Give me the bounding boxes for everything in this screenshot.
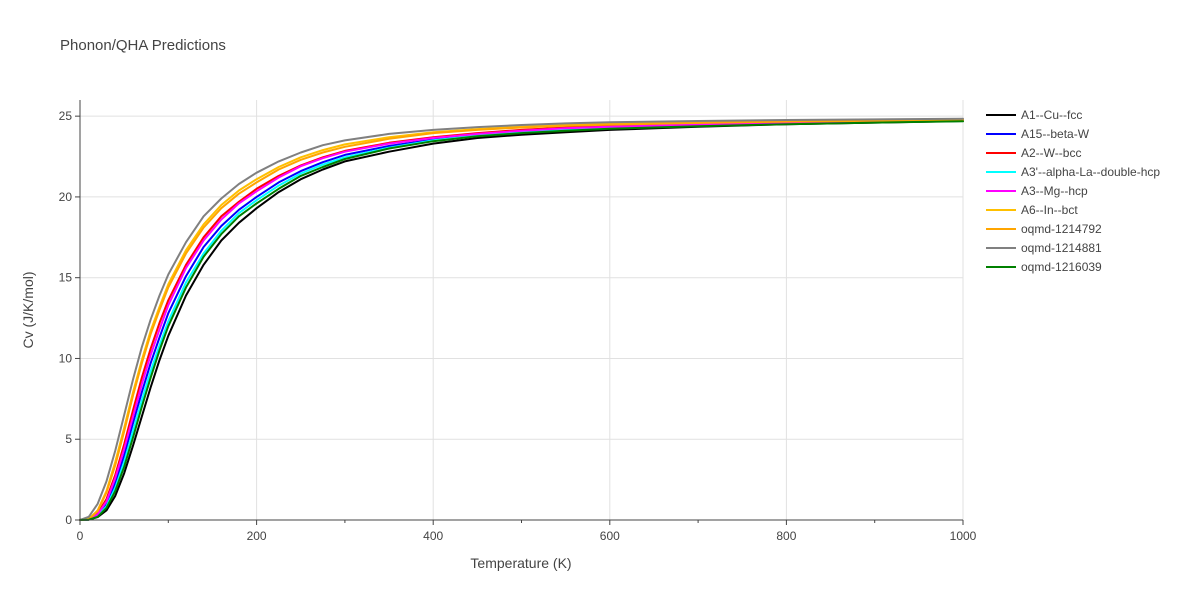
series-line-7 bbox=[79, 117, 964, 521]
plot-area bbox=[79, 117, 964, 521]
y-tick-label: 5 bbox=[65, 432, 72, 446]
y-tick-label: 10 bbox=[59, 351, 73, 365]
legend-item[interactable]: A2--W--bcc bbox=[986, 146, 1081, 160]
legend-label: A15--beta-W bbox=[1021, 127, 1090, 141]
legend-item[interactable]: oqmd-1216039 bbox=[986, 260, 1102, 274]
x-tick-label: 400 bbox=[423, 529, 443, 543]
x-tick-label: 800 bbox=[776, 529, 796, 543]
legend-item[interactable]: A1--Cu--fcc bbox=[986, 108, 1082, 122]
grid bbox=[80, 100, 964, 520]
legend[interactable]: A1--Cu--fcc A15--beta-W A2--W--bcc A3'--alp… bbox=[986, 108, 1160, 274]
x-axis-label: Temperature (K) bbox=[470, 555, 571, 571]
y-tick-label: 15 bbox=[59, 271, 73, 285]
legend-label: oqmd-1216039 bbox=[1021, 260, 1102, 274]
legend-label: oqmd-1214792 bbox=[1021, 222, 1102, 236]
legend-label: A3--Mg--hcp bbox=[1021, 184, 1088, 198]
legend-label: A1--Cu--fcc bbox=[1021, 108, 1082, 122]
x-tick-label: 600 bbox=[600, 529, 620, 543]
series-line-0 bbox=[79, 120, 964, 521]
legend-item[interactable]: A3'--alpha-La--double-hcp bbox=[986, 165, 1160, 179]
y-tick-label: 0 bbox=[65, 513, 72, 527]
chart-title: Phonon/QHA Predictions bbox=[60, 37, 226, 54]
y-axis-label: Cv (J/K/mol) bbox=[20, 272, 36, 349]
series-line-8 bbox=[79, 120, 964, 521]
y-tick-label: 20 bbox=[59, 190, 73, 204]
legend-label: A6--In--bct bbox=[1021, 203, 1078, 217]
x-tick-label: 0 bbox=[77, 529, 84, 543]
legend-item[interactable]: oqmd-1214792 bbox=[986, 222, 1102, 236]
series-line-2 bbox=[79, 119, 964, 521]
legend-label: A3'--alpha-La--double-hcp bbox=[1021, 165, 1160, 179]
legend-label: oqmd-1214881 bbox=[1021, 241, 1102, 255]
x-tick-label: 1000 bbox=[950, 529, 977, 543]
legend-label: A2--W--bcc bbox=[1021, 146, 1081, 160]
legend-item[interactable]: oqmd-1214881 bbox=[986, 241, 1102, 255]
x-tick-label: 200 bbox=[247, 529, 267, 543]
series-line-5 bbox=[79, 118, 964, 521]
legend-item[interactable]: A6--In--bct bbox=[986, 203, 1078, 217]
legend-item[interactable]: A3--Mg--hcp bbox=[986, 184, 1088, 198]
series-line-4 bbox=[79, 119, 964, 521]
series-line-6 bbox=[79, 118, 964, 521]
series-line-3 bbox=[79, 120, 964, 521]
series-line-1 bbox=[79, 119, 964, 521]
axes: 0 200 400 600 800 1000 0 5 10 15 20 25 bbox=[59, 100, 977, 543]
y-tick-label: 25 bbox=[59, 109, 73, 123]
legend-item[interactable]: A15--beta-W bbox=[986, 127, 1090, 141]
